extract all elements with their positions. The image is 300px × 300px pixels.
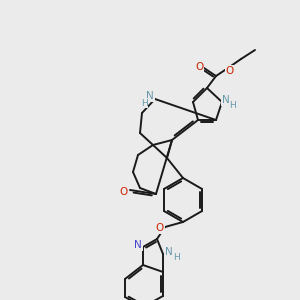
- Text: O: O: [156, 223, 164, 233]
- Text: O: O: [195, 62, 203, 72]
- Text: H: H: [230, 100, 236, 109]
- Text: H: H: [141, 98, 147, 107]
- Text: O: O: [226, 66, 234, 76]
- Text: H: H: [172, 253, 179, 262]
- Text: N: N: [222, 95, 230, 105]
- Text: N: N: [146, 91, 154, 101]
- Text: O: O: [119, 187, 127, 197]
- Text: N: N: [165, 247, 173, 257]
- Text: N: N: [134, 240, 142, 250]
